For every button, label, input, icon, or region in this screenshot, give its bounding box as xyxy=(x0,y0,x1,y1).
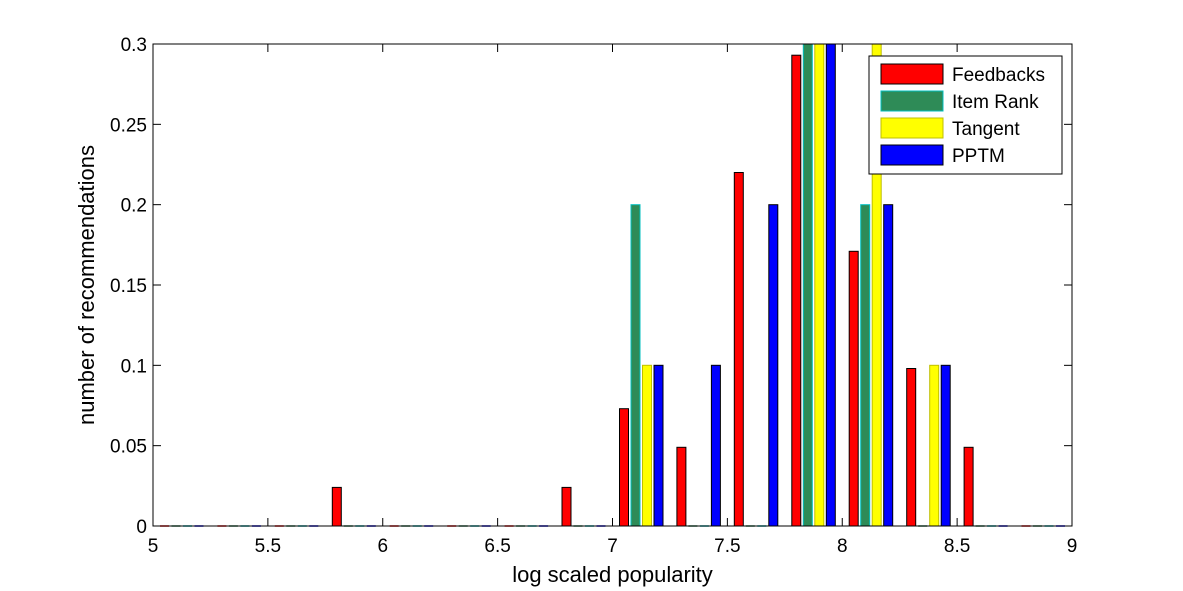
bar-feedbacks xyxy=(676,446,687,527)
x-tick-label: 6 xyxy=(377,536,388,557)
bar-feedbacks xyxy=(733,172,744,527)
y-tick-label: 0.2 xyxy=(121,196,147,217)
legend-label: Tangent xyxy=(952,119,1020,140)
legend-swatch xyxy=(880,63,944,85)
y-tick-label: 0 xyxy=(136,517,147,538)
bar-tangent xyxy=(929,364,940,527)
bar-item-rank xyxy=(802,43,813,527)
bar-pptm xyxy=(825,43,836,527)
bar-tangent xyxy=(642,364,652,527)
y-tick-label: 0.1 xyxy=(121,356,147,377)
bars-layer xyxy=(160,43,1065,527)
ticks-layer: 5 5.5 6 6.5 7 7.5 8 8.5 9 0 0.05 0.1 0.15 0.2 0.25 0.3 xyxy=(110,35,1077,557)
bar-feedbacks xyxy=(791,54,802,527)
legend-label: PPTM xyxy=(952,146,1005,167)
bar-feedbacks xyxy=(331,486,342,527)
bar-feedbacks xyxy=(619,408,629,527)
x-tick-label: 8.5 xyxy=(944,536,970,557)
y-tick-label: 0.3 xyxy=(121,35,147,56)
legend-swatch xyxy=(880,144,944,166)
bar-item-rank xyxy=(630,204,641,527)
bar-item-rank xyxy=(860,204,871,527)
y-axis-label: number of recommendations xyxy=(74,145,99,425)
y-tick-label: 0.15 xyxy=(110,276,147,297)
bar-feedbacks xyxy=(963,446,974,527)
bar-tangent xyxy=(814,43,825,527)
legend-label: Item Rank xyxy=(952,92,1039,113)
x-tick-label: 5 xyxy=(148,536,159,557)
bar-feedbacks xyxy=(848,250,859,527)
bar-pptm xyxy=(940,364,951,527)
bar-feedbacks xyxy=(906,368,917,527)
x-tick-label: 5.5 xyxy=(255,536,281,557)
x-tick-label: 6.5 xyxy=(484,536,510,557)
x-axis-label: log scaled popularity xyxy=(512,562,713,587)
x-tick-label: 7 xyxy=(607,536,618,557)
legend-label: Feedbacks xyxy=(952,65,1045,86)
x-tick-label: 8 xyxy=(837,536,848,557)
bar-pptm xyxy=(710,364,721,527)
x-tick-label: 7.5 xyxy=(714,536,740,557)
y-tick-label: 0.25 xyxy=(110,115,147,136)
bar-pptm xyxy=(768,204,779,527)
bar-pptm xyxy=(653,364,664,527)
bar-feedbacks xyxy=(561,486,572,527)
bar-pptm xyxy=(883,204,894,527)
x-tick-label: 9 xyxy=(1067,536,1078,557)
legend-swatch xyxy=(880,117,944,139)
y-tick-label: 0.05 xyxy=(110,437,147,458)
legend: Feedbacks Item Rank Tangent PPTM xyxy=(868,55,1063,175)
legend-swatch xyxy=(880,90,944,112)
